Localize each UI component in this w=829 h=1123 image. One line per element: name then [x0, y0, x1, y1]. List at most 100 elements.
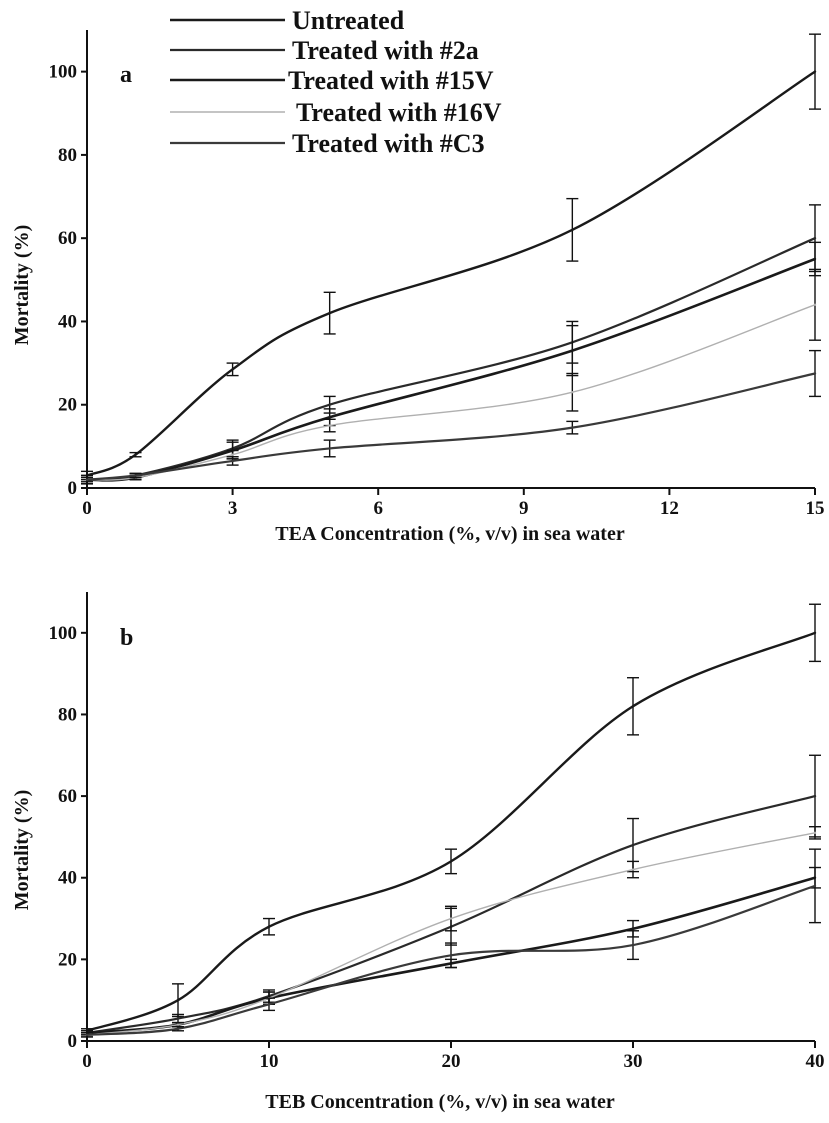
data-point	[134, 474, 137, 477]
data-point	[267, 925, 271, 928]
error-bar	[566, 420, 579, 435]
error-bar	[323, 291, 336, 335]
x-tick-label: 12	[660, 498, 679, 519]
data-point	[571, 228, 574, 232]
x-tick-label: 0	[82, 498, 92, 519]
y-tick-label: 100	[49, 62, 78, 83]
x-tick-label: 0	[82, 1051, 92, 1072]
legend-label: Treated with #15V	[288, 66, 494, 95]
series-line-0	[86, 631, 816, 1032]
error-bar	[809, 349, 821, 398]
panel-b-axes	[81, 592, 816, 1048]
error-bar	[263, 917, 275, 936]
data-point	[571, 426, 574, 429]
x-tick-label: 15	[806, 498, 825, 519]
error-bar	[627, 677, 639, 736]
data-point	[85, 478, 89, 481]
data-point	[813, 631, 817, 635]
data-point	[328, 447, 331, 450]
data-point	[134, 453, 137, 456]
panel-b-y-axis-title: Mortality (%)	[11, 790, 33, 911]
data-point	[813, 794, 817, 798]
panel-b-label: b	[120, 625, 133, 651]
panel-a-series	[81, 33, 821, 485]
data-point	[176, 1023, 180, 1026]
error-bar	[323, 418, 336, 433]
data-point	[176, 998, 180, 1002]
y-tick-label: 60	[58, 228, 77, 249]
error-bar	[566, 197, 579, 262]
y-tick-label: 60	[58, 786, 77, 807]
panel-a-y-axis-title: Mortality (%)	[11, 225, 33, 346]
y-tick-label: 40	[58, 868, 77, 889]
data-point	[813, 303, 817, 306]
error-bar	[226, 362, 239, 377]
x-tick-label: 30	[624, 1051, 643, 1072]
legend-label: Untreated	[292, 6, 405, 35]
data-point	[571, 391, 574, 394]
panel-a-axes	[81, 30, 816, 495]
y-tick-label: 20	[58, 949, 77, 970]
data-point	[631, 843, 635, 847]
data-point	[813, 70, 817, 73]
data-point	[631, 705, 635, 708]
data-point	[267, 1003, 271, 1006]
x-tick-label: 3	[228, 498, 238, 519]
panel-b-tick-labels: 0 20 40 60 80 100 0 10 20 30 40	[49, 623, 825, 1072]
error-bar	[445, 942, 457, 969]
series-line-2	[86, 257, 816, 482]
error-bar	[809, 33, 821, 110]
series-line-3	[86, 304, 816, 481]
data-point	[328, 416, 331, 419]
error-bar	[263, 997, 275, 1012]
x-tick-label: 40	[806, 1051, 825, 1072]
error-bar	[226, 456, 239, 466]
error-bar	[81, 474, 93, 485]
data-point	[176, 1027, 180, 1030]
panel-a-label: a	[120, 62, 132, 88]
panel-b-series	[81, 603, 821, 1038]
data-point	[449, 917, 453, 920]
data-point	[631, 868, 635, 871]
error-bar	[627, 930, 639, 961]
error-bar	[129, 451, 142, 458]
data-point	[631, 943, 635, 947]
error-bar	[809, 848, 821, 924]
data-point	[449, 860, 453, 863]
data-point	[813, 831, 817, 835]
panel-a: 0 20 40 60 80 100 0 3 6 9 12 15 a TEA Concentration…	[11, 30, 825, 545]
legend-item: Treated with #2a	[170, 36, 479, 65]
error-bar	[172, 983, 184, 1018]
error-bar	[566, 324, 579, 377]
error-bar	[627, 860, 639, 879]
data-point	[231, 453, 234, 456]
legend-label: Treated with #C3	[292, 129, 485, 158]
legend-item: Treated with #C3	[170, 129, 485, 158]
data-point	[328, 311, 331, 315]
data-point	[813, 236, 817, 240]
data-point	[85, 1033, 89, 1037]
error-bar	[809, 603, 821, 663]
panel-a-x-axis-title: TEA Concentration (%, v/v) in sea water	[275, 523, 625, 545]
data-point	[176, 1017, 180, 1020]
data-point	[231, 368, 234, 371]
data-point	[813, 884, 817, 888]
y-tick-label: 80	[58, 145, 77, 166]
data-point	[571, 349, 574, 352]
y-tick-label: 20	[58, 395, 77, 416]
data-point	[813, 257, 817, 261]
panel-a-tick-labels: 0 20 40 60 80 100 0 3 6 9 12 15	[49, 62, 825, 519]
y-tick-label: 0	[68, 1031, 78, 1052]
error-bar	[445, 905, 457, 932]
legend-item: Treated with #15V	[170, 66, 494, 95]
y-tick-label: 100	[49, 623, 78, 644]
data-point	[631, 927, 635, 930]
y-tick-label: 0	[68, 478, 78, 499]
panel-b: 0 20 40 60 80 100 0 10 20 30 40 b TEB Concentratio…	[11, 592, 825, 1113]
error-bar	[172, 1026, 184, 1032]
error-bar	[809, 268, 821, 341]
x-tick-label: 20	[442, 1051, 461, 1072]
error-bar	[809, 826, 821, 840]
error-bar	[566, 372, 579, 412]
